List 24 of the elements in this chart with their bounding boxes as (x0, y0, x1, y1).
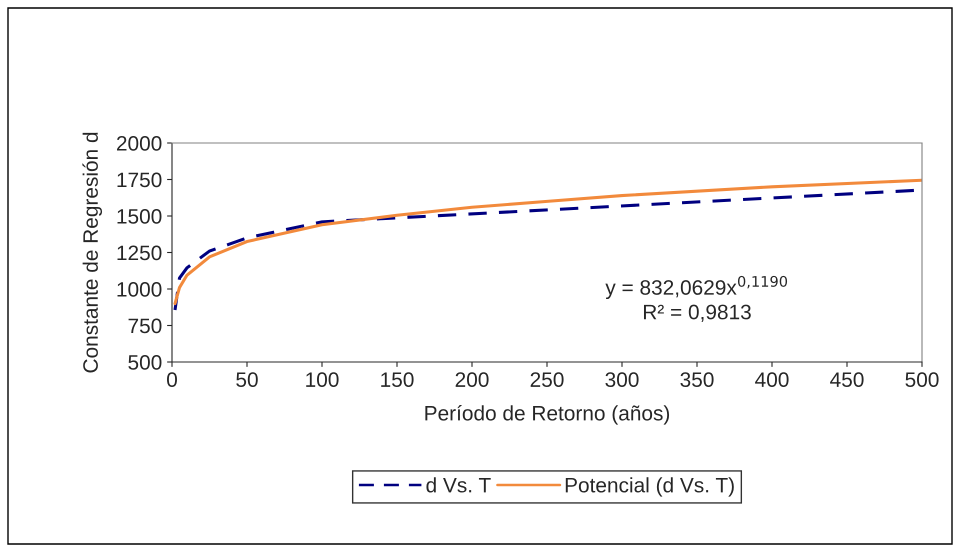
x-tick-label: 500 (905, 372, 939, 388)
x-tick-label: 250 (530, 372, 564, 388)
x-tick-label: 450 (830, 372, 864, 388)
legend-label: d Vs. T (426, 477, 491, 493)
x-axis-title: Período de Retorno (años) (425, 405, 670, 425)
y-tick-label: 1750 (118, 172, 162, 188)
y-tick-label: 2000 (116, 136, 162, 151)
y-axis-title: Constante de Regresión d (82, 132, 102, 372)
x-tick-label: 150 (381, 372, 414, 388)
x-tick-label: 50 (236, 372, 258, 388)
annotation: y = 832,0629x$^{0,1190}$ (605, 276, 788, 299)
legend-label: Potencial (d Vs. T) (566, 477, 734, 497)
x-tick-label: 300 (605, 372, 639, 388)
annotation: R² = 0,9813 (644, 304, 751, 322)
y-tick-label: 1000 (118, 282, 162, 297)
x-tick-label: 350 (680, 372, 714, 388)
y-tick-label: 750 (128, 318, 162, 334)
x-tick-label: 100 (306, 372, 339, 388)
y-tick-label: 500 (128, 355, 162, 370)
y-tick-label: 1500 (118, 209, 162, 224)
x-tick-label: 0 (167, 372, 177, 388)
y-tick-label: 1250 (118, 246, 162, 260)
x-tick-label: 400 (755, 372, 789, 388)
x-tick-label: 200 (456, 372, 489, 388)
